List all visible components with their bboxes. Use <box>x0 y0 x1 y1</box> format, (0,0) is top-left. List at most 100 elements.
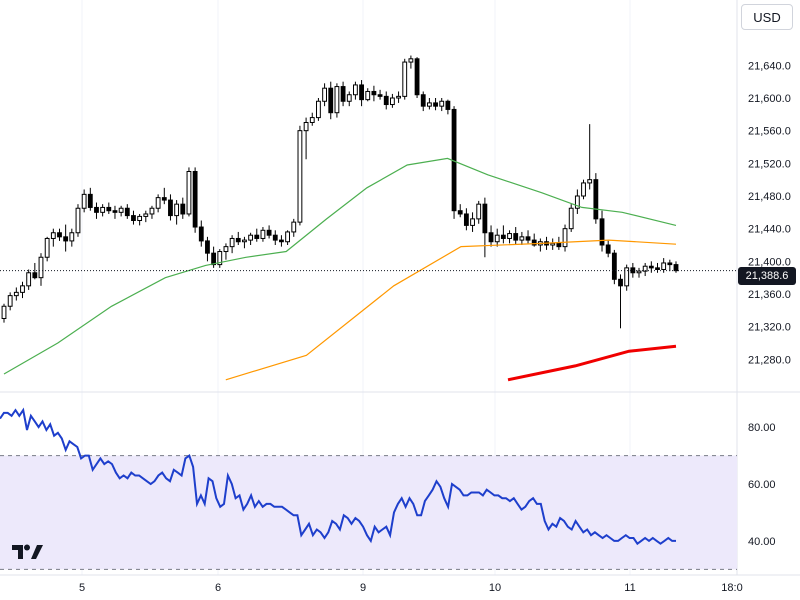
candle-body <box>44 237 50 258</box>
candle-body <box>248 234 254 241</box>
candle-body <box>445 100 451 110</box>
candle-body <box>291 221 297 233</box>
candle-body <box>334 86 340 114</box>
candle-body <box>550 242 556 246</box>
candle-body <box>242 239 247 243</box>
candle-body <box>1 305 7 319</box>
candle-body <box>359 84 364 101</box>
time-tick-label: 5 <box>79 582 85 594</box>
candle-body <box>673 264 679 272</box>
candle-body <box>131 215 136 222</box>
candle-body <box>118 207 124 213</box>
candle-body <box>7 295 13 307</box>
currency-label: USD <box>753 9 781 25</box>
candle-body <box>667 262 673 266</box>
candle-body <box>94 206 99 213</box>
moving-average-line-3 <box>507 344 677 382</box>
candle-body <box>186 171 192 215</box>
price-tick-label: 21,560.0 <box>748 126 791 138</box>
candle-body <box>470 218 475 226</box>
candle-body <box>285 231 291 243</box>
candle-body <box>581 182 586 197</box>
candle-body <box>513 233 519 241</box>
currency-selector[interactable]: USD <box>741 4 793 30</box>
rsi-tick-label: 80.00 <box>748 422 776 434</box>
time-tick-label: 10 <box>489 582 501 594</box>
candle-body <box>149 207 155 215</box>
candle-body <box>587 179 593 184</box>
candle-body <box>205 240 210 254</box>
candle-body <box>235 237 241 243</box>
time-tick-label: 9 <box>360 582 366 594</box>
candle-body <box>340 86 346 102</box>
price-tick-label: 21,600.0 <box>748 93 791 105</box>
candle-body <box>457 210 463 215</box>
rsi-band <box>0 455 737 570</box>
candle-body <box>568 207 574 230</box>
candle-body <box>50 232 56 239</box>
candle-body <box>297 130 303 223</box>
candle-body <box>26 272 32 287</box>
candle-body <box>365 90 371 101</box>
candle-body <box>266 229 272 236</box>
candle-body <box>272 234 278 241</box>
candle-body <box>223 246 229 253</box>
candle-body <box>426 102 432 107</box>
candle-body <box>476 203 482 220</box>
candle-body <box>303 122 309 132</box>
candle-body <box>377 94 383 97</box>
last-price-badge: 21,388.6 <box>738 267 796 285</box>
candle-body <box>192 171 198 228</box>
candle-body <box>439 100 445 107</box>
candle-body <box>38 256 44 279</box>
candle-body <box>229 237 235 248</box>
candle-body <box>389 97 395 106</box>
candle-body <box>661 262 667 271</box>
candle-body <box>279 239 284 243</box>
candle-body <box>402 61 408 97</box>
candle-body <box>137 215 143 222</box>
candle-body <box>20 285 25 293</box>
candle-body <box>309 117 315 123</box>
candle-body <box>433 102 438 107</box>
candle-body <box>574 195 580 209</box>
time-tick-label: 11 <box>624 582 635 594</box>
candle-body <box>636 270 642 274</box>
candle-body <box>63 236 69 242</box>
candle-body <box>353 84 358 96</box>
candle-body <box>562 228 568 248</box>
candle-body <box>168 199 173 217</box>
candle-body <box>75 207 81 234</box>
candle-body <box>69 232 75 242</box>
candle-body <box>316 100 321 119</box>
time-tick-label: 18:0 <box>721 582 742 594</box>
candle-body <box>519 236 525 241</box>
price-tick-label: 21,520.0 <box>748 158 791 170</box>
candle-body <box>322 87 327 102</box>
candle-body <box>198 226 204 242</box>
candle-body <box>611 252 617 280</box>
candle-body <box>531 239 537 246</box>
candles <box>1 55 679 329</box>
candle-body <box>180 203 186 215</box>
candle-body <box>488 232 494 243</box>
candle-body <box>593 179 599 220</box>
price-tick-label: 21,400.0 <box>748 256 791 268</box>
moving-average-line-1 <box>3 157 677 375</box>
candle-body <box>500 234 506 239</box>
candle-body <box>655 267 660 271</box>
candle-body <box>420 94 426 107</box>
candle-body <box>630 267 636 274</box>
candle-body <box>143 213 149 217</box>
candle-body <box>599 218 605 246</box>
candle-body <box>525 236 531 241</box>
candle-body <box>648 265 654 269</box>
candle-body <box>556 242 562 248</box>
candle-body <box>494 234 500 243</box>
candle-body <box>87 193 93 208</box>
candle-body <box>605 244 611 254</box>
candle-body <box>106 206 112 212</box>
candle-body <box>328 87 334 114</box>
candle-body <box>408 58 414 63</box>
